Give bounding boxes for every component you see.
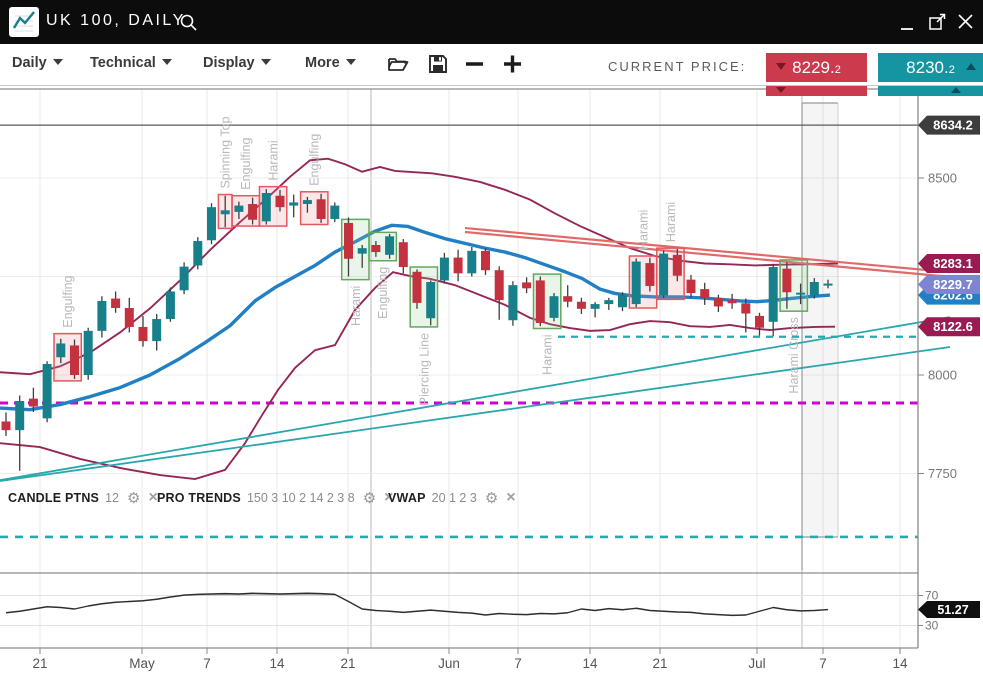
chevron-down-icon (345, 59, 356, 65)
svg-text:8122.6: 8122.6 (933, 319, 973, 334)
menu-interval[interactable]: Daily (12, 55, 63, 71)
indicator-params: 150 3 10 2 14 2 3 8 (246, 491, 355, 505)
svg-text:Jul: Jul (748, 656, 765, 671)
svg-text:Engulfing: Engulfing (308, 134, 322, 186)
svg-text:30: 30 (925, 619, 939, 633)
svg-text:Harami: Harami (541, 335, 555, 375)
svg-text:8500: 8500 (928, 171, 957, 186)
svg-text:8283.1: 8283.1 (933, 256, 973, 271)
instrument-title: UK 100, DAILY (46, 12, 186, 29)
gear-icon[interactable]: ⚙ (362, 489, 377, 507)
svg-text:Harami: Harami (637, 210, 651, 250)
svg-text:14: 14 (892, 656, 908, 671)
arrow-up-icon (966, 63, 976, 70)
zoom-out-icon[interactable] (464, 55, 486, 78)
svg-text:21: 21 (32, 656, 47, 671)
svg-text:21: 21 (652, 656, 667, 671)
svg-text:14: 14 (582, 656, 598, 671)
search-icon[interactable] (179, 13, 199, 38)
buy-button[interactable]: 8230. 2 (878, 53, 983, 82)
menu-more[interactable]: More (305, 55, 356, 71)
svg-text:7: 7 (819, 656, 827, 671)
svg-text:14: 14 (269, 656, 285, 671)
indicator-params: 20 1 2 3 (431, 491, 477, 505)
svg-text:Spinning Top: Spinning Top (219, 116, 233, 188)
svg-text:7750: 7750 (928, 466, 957, 481)
svg-text:21: 21 (340, 656, 355, 671)
zoom-in-icon[interactable] (502, 55, 524, 78)
svg-text:Harami Cross: Harami Cross (787, 317, 801, 393)
arrow-down-icon (776, 63, 786, 70)
arrow-up-icon (951, 87, 961, 93)
svg-text:70: 70 (925, 589, 939, 603)
svg-text:Engulfing: Engulfing (376, 267, 390, 319)
gear-icon[interactable]: ⚙ (127, 489, 141, 507)
arrow-down-icon (776, 87, 786, 93)
menu-technical[interactable]: Technical (90, 55, 172, 71)
svg-text:Engulfing: Engulfing (239, 138, 253, 190)
indicator-name: VWAP (388, 491, 426, 505)
legend-pro-trends: PRO TRENDS 150 3 10 2 14 2 3 8 ⚙ × (157, 489, 393, 507)
sell-button[interactable]: 8229. 2 (766, 53, 867, 82)
open-folder-icon[interactable] (386, 53, 412, 80)
svg-text:8229.7: 8229.7 (933, 277, 973, 292)
svg-text:Harami: Harami (267, 140, 281, 180)
current-price-label: CURRENT PRICE: (608, 59, 747, 74)
popout-icon[interactable] (928, 12, 948, 37)
svg-text:51.27: 51.27 (937, 603, 968, 617)
minimize-icon[interactable] (899, 14, 915, 37)
chart-doc-icon (9, 7, 39, 37)
gear-icon[interactable]: ⚙ (484, 489, 499, 507)
menu-display[interactable]: Display (203, 55, 271, 71)
remove-indicator-icon[interactable]: × (148, 489, 158, 506)
svg-text:May: May (129, 656, 155, 671)
price-chart-canvas[interactable]: Engulfing Spinning Top Engulfing Harami Engu… (0, 85, 983, 676)
chevron-down-icon (52, 59, 63, 65)
svg-text:7: 7 (203, 656, 211, 671)
svg-text:Harami: Harami (664, 202, 678, 242)
svg-text:Harami: Harami (349, 286, 363, 326)
save-icon[interactable] (427, 53, 449, 80)
legend-candle-ptns: CANDLE PTNS 12 ⚙ × (8, 489, 158, 507)
svg-text:7: 7 (514, 656, 522, 671)
svg-text:Jun: Jun (438, 656, 460, 671)
svg-text:Engulfing: Engulfing (61, 275, 75, 327)
indicator-name: CANDLE PTNS (8, 491, 100, 505)
window-titlebar: UK 100, DAILY (0, 0, 983, 44)
remove-indicator-icon[interactable]: × (506, 489, 516, 506)
indicator-params: 12 (105, 491, 119, 505)
svg-text:Piercing Line: Piercing Line (417, 333, 431, 405)
sell-sliver (766, 85, 867, 96)
close-icon[interactable] (956, 12, 976, 37)
chevron-down-icon (260, 59, 271, 65)
svg-text:8000: 8000 (928, 368, 957, 383)
legend-vwap: VWAP 20 1 2 3 ⚙ × (388, 489, 516, 507)
svg-text:8634.2: 8634.2 (933, 118, 973, 133)
remove-indicator-icon[interactable]: × (384, 489, 394, 506)
chevron-down-icon (161, 59, 172, 65)
buy-sliver (878, 85, 983, 96)
chart-area[interactable]: Engulfing Spinning Top Engulfing Harami Engu… (0, 85, 983, 676)
indicator-name: PRO TRENDS (157, 491, 241, 505)
